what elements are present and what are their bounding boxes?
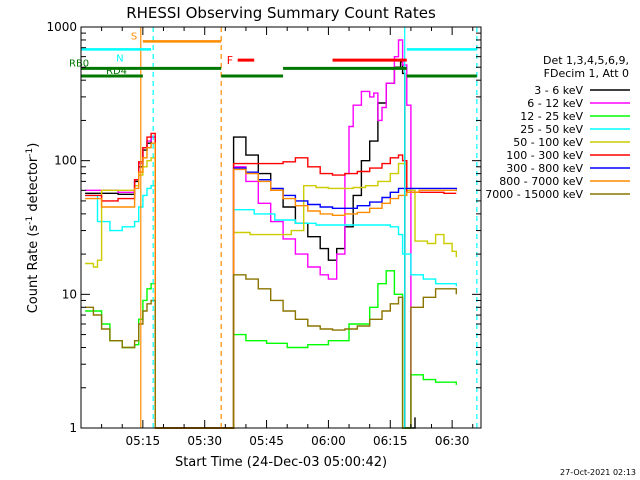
series-line-25-50-kev xyxy=(85,185,457,429)
y-tick-label-1000: 1000 xyxy=(46,20,77,34)
rbo-label-rd4: RD4 xyxy=(106,66,127,77)
series-layer xyxy=(85,39,457,429)
plot-frame xyxy=(80,26,482,429)
legend-header-line-1: Det 1,3,4,5,6,9, xyxy=(543,54,629,67)
x-tick-label-05-15: 05:15 xyxy=(126,434,161,448)
y-axis-label-sup2: -1 xyxy=(25,148,35,157)
series-line-7000-15000-kev xyxy=(85,274,457,429)
series-line-800-7000-kev xyxy=(85,142,457,429)
legend-header-line-2: FDecim 1, Att 0 xyxy=(544,67,629,80)
legend: Det 1,3,4,5,6,9, FDecim 1, Att 0 3 - 6 k… xyxy=(485,54,630,201)
y-axis-label-suffix: detector xyxy=(26,156,41,216)
x-tick-label-05-30: 05:30 xyxy=(187,434,222,448)
legend-label-100-300-kev: 100 - 300 keV xyxy=(506,149,583,162)
rbo-label-rb0: RB0 xyxy=(69,58,89,69)
attenuator-label-n: N xyxy=(116,53,123,64)
y-axis-label: Count Rate (s-1 detector-1) xyxy=(25,143,41,314)
x-axis-label: Start Time (24-Dec-03 05:00:42) xyxy=(175,455,387,470)
y-tick-label-1: 1 xyxy=(69,421,77,435)
generated-timestamp: 27-Oct-2021 02:13 xyxy=(560,468,636,477)
overlay-layer: SN RB0 RD4 F xyxy=(69,27,478,428)
x-tick-label-06-15: 06:15 xyxy=(373,434,408,448)
legend-label-800-7000-kev: 800 - 7000 keV xyxy=(499,175,583,188)
y-tick-label-10: 10 xyxy=(62,287,77,301)
x-tick-label-06-00: 06:00 xyxy=(311,434,346,448)
x-tick-label-05-45: 05:45 xyxy=(249,434,284,448)
flare-label: F xyxy=(227,54,233,67)
series-line-100-300-kev xyxy=(85,132,457,429)
legend-label-300-800-kev: 300 - 800 keV xyxy=(506,162,583,175)
attenuator-label-s: S xyxy=(131,31,137,42)
legend-label-25-50-kev: 25 - 50 keV xyxy=(520,123,583,136)
y-tick-label-100: 100 xyxy=(54,154,77,168)
y-axis-label-sup: -1 xyxy=(25,216,35,225)
legend-label-6-12-kev: 6 - 12 keV xyxy=(527,97,583,110)
x-tick-label-06-30: 06:30 xyxy=(435,434,470,448)
chart-title: RHESSI Observing Summary Count Rates xyxy=(126,4,436,22)
legend-label-12-25-kev: 12 - 25 keV xyxy=(520,110,583,123)
y-axis-label-prefix: Count Rate (s xyxy=(26,225,41,314)
legend-label-7000-15000-kev: 7000 - 15000 keV xyxy=(485,188,583,201)
legend-label-3-6-kev: 3 - 6 keV xyxy=(534,84,583,97)
y-axis-label-end: ) xyxy=(26,143,41,148)
axis-layer: 05:15 05:30 05:45 06:00 06:15 06:30 1 10 100 1000 xyxy=(46,20,481,448)
legend-label-50-100-kev: 50 - 100 keV xyxy=(513,136,583,149)
